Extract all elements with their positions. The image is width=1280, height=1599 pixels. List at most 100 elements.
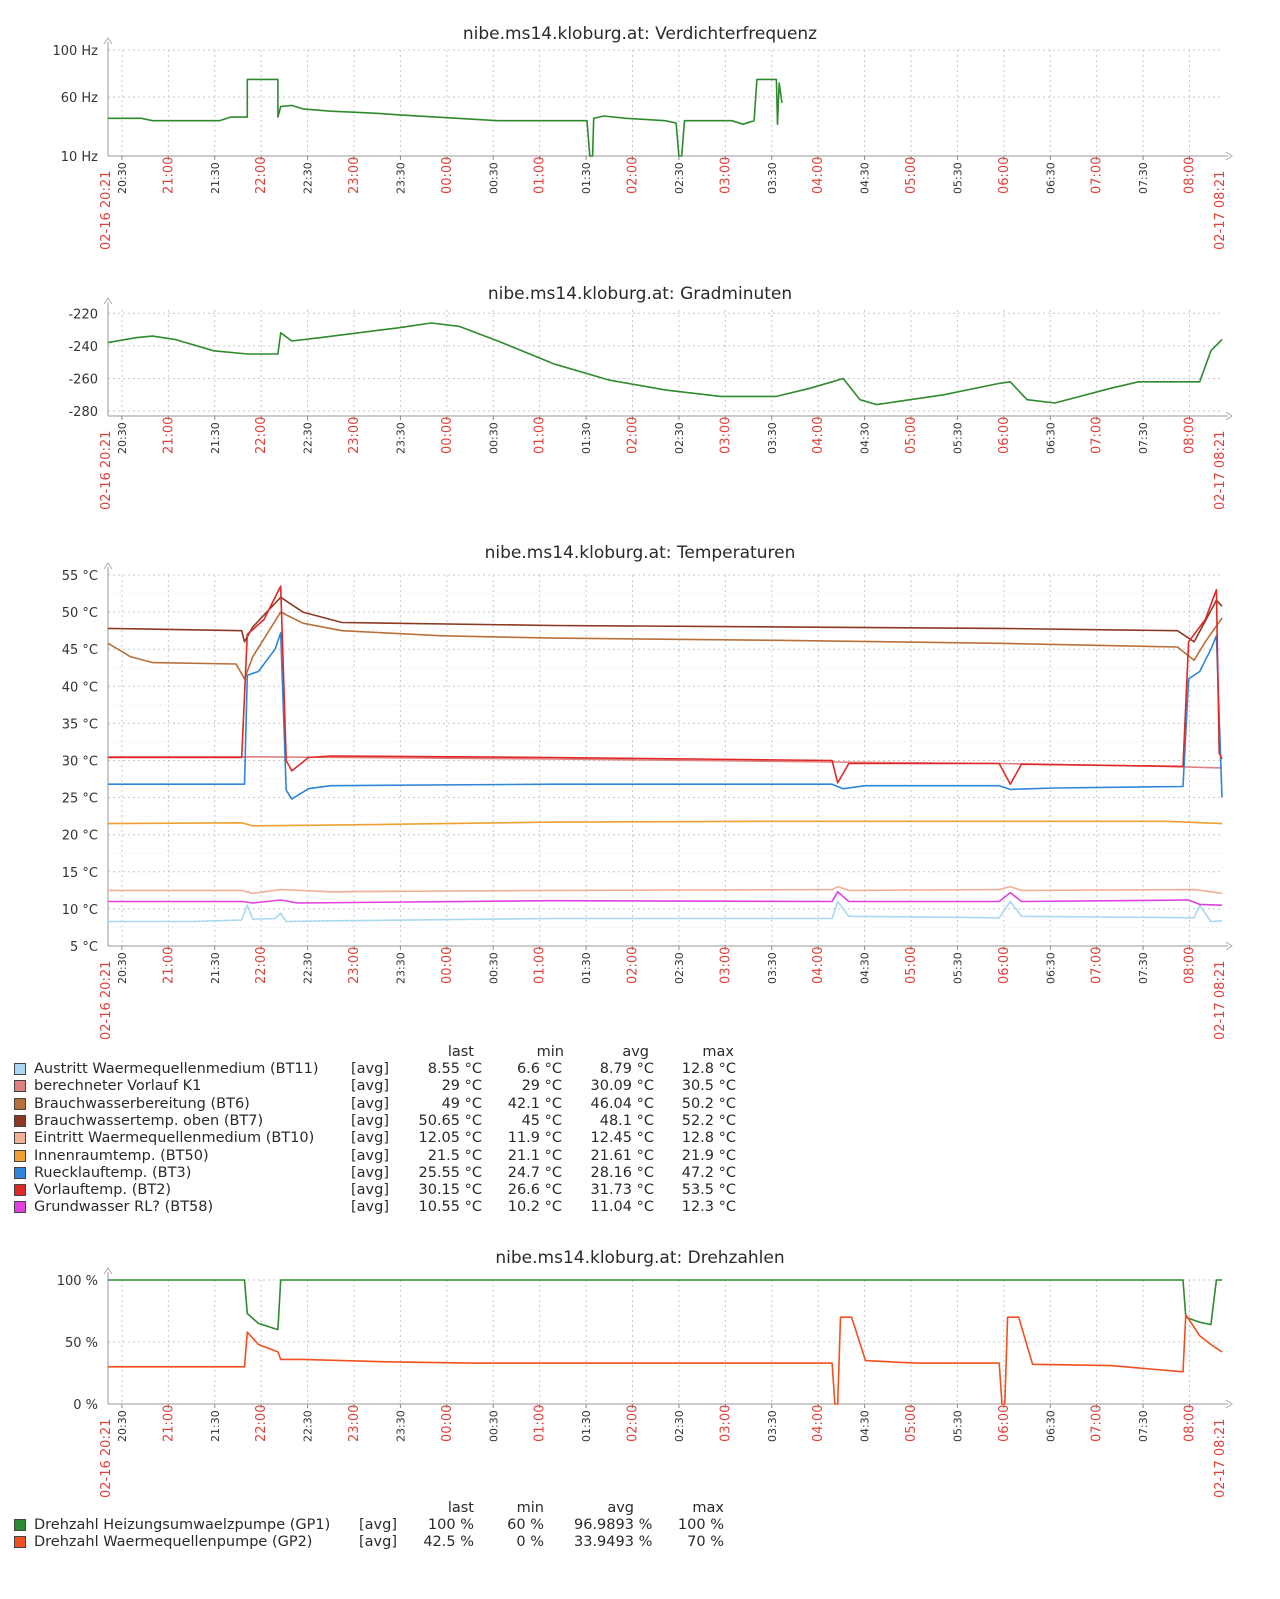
chart-verdichterfrequenz: nibe.ms14.kloburg.at: Verdichterfrequenz… xyxy=(0,0,1280,260)
legend-value-avg: 21.61 °C xyxy=(590,1147,655,1164)
chart-plot: 20:30 21:00 21:30 22:00 22:30 23:00 23:30 00:00… xyxy=(68,297,1233,510)
x-tick-label: 02:00 xyxy=(626,1405,641,1442)
x-tick-label: 05:30 xyxy=(951,1410,964,1442)
legend-temperaturen: last min avg max Austritt Waermequellenm… xyxy=(14,1044,774,1224)
legend-series-name: Innenraumtemp. (BT50) xyxy=(34,1147,209,1164)
x-tick-label: 23:00 xyxy=(347,1405,362,1442)
y-tick-label: 100 % xyxy=(57,1274,98,1289)
legend-series-name: Ruecklauftemp. (BT3) xyxy=(34,1164,192,1181)
legend-swatch xyxy=(14,1166,26,1179)
y-tick-label: 50 % xyxy=(65,1336,98,1351)
y-tick-label: 30 °C xyxy=(62,755,98,770)
x-tick-label: 20:30 xyxy=(116,952,129,984)
legend-value-last: 49 °C xyxy=(441,1095,482,1112)
legend-row: Innenraumtemp. (BT50) [avg] 21.5 °C 21.1 °C… xyxy=(14,1148,774,1165)
legend-agg: [avg] xyxy=(351,1112,389,1129)
x-tick-label: 08:00 xyxy=(1183,417,1198,454)
x-tick-label: 01:30 xyxy=(580,422,593,454)
x-tick-label: 03:00 xyxy=(718,157,733,194)
legend-value-avg: 28.16 °C xyxy=(590,1164,655,1181)
x-tick-label: 07:30 xyxy=(1137,162,1150,194)
legend-agg: [avg] xyxy=(359,1534,397,1551)
y-tick-label: -280 xyxy=(68,405,98,420)
x-tick-label: 22:00 xyxy=(254,1405,269,1442)
y-axis-arrow xyxy=(103,562,113,570)
x-tick-label: 06:00 xyxy=(997,1405,1012,1442)
x-tick-label: 07:00 xyxy=(1090,947,1105,984)
x-tick-label: 08:00 xyxy=(1183,947,1198,984)
x-tick-label: 22:30 xyxy=(302,952,315,984)
x-tick-label: 02:00 xyxy=(626,947,641,984)
legend-value-max: 52.2 °C xyxy=(681,1112,736,1129)
x-tick-label: 00:00 xyxy=(440,1405,455,1442)
y-tick-label: 100 Hz xyxy=(52,44,98,59)
legend-swatch xyxy=(14,1201,26,1214)
x-tick-label: 23:30 xyxy=(394,952,407,984)
x-tick-label: 00:30 xyxy=(487,952,500,984)
x-tick-label: 01:30 xyxy=(580,1410,593,1442)
x-tick-label: 05:00 xyxy=(904,157,919,194)
series-line xyxy=(108,885,1223,895)
x-tick-label: 22:30 xyxy=(302,1410,315,1442)
legend-value-last: 12.05 °C xyxy=(418,1130,483,1147)
x-tick-label: 04:00 xyxy=(811,157,826,194)
legend-value-min: 45 °C xyxy=(521,1112,562,1129)
y-axis-arrow xyxy=(103,37,113,45)
y-tick-label: 55 °C xyxy=(62,569,98,584)
chart-plot: 20:30 21:00 21:30 22:00 22:30 23:00 23:30 00:00… xyxy=(57,1267,1233,1498)
legend-row: Grundwasser RL? (BT58) [avg] 10.55 °C 10.2 … xyxy=(14,1199,774,1216)
x-tick-label: 01:00 xyxy=(533,947,548,984)
legend-value-min: 42.1 °C xyxy=(507,1095,562,1112)
legend-value-max: 30.5 °C xyxy=(681,1078,736,1095)
x-tick-label: 01:00 xyxy=(533,157,548,194)
y-tick-label: 15 °C xyxy=(62,866,98,881)
series-line xyxy=(108,632,1223,800)
x-start-label: 02-16 20:21 xyxy=(99,1419,114,1498)
x-tick-label: 05:30 xyxy=(951,952,964,984)
x-tick-label: 03:30 xyxy=(766,162,779,194)
legend-value-min: 6.6 °C xyxy=(516,1061,562,1077)
x-start-label: 02-16 20:21 xyxy=(99,431,114,510)
y-tick-label: 45 °C xyxy=(62,643,98,658)
legend-value-min: 24.7 °C xyxy=(507,1164,562,1181)
y-axis-arrow xyxy=(103,1267,113,1275)
legend-value-avg: 48.1 °C xyxy=(599,1112,654,1129)
legend-value-max: 53.5 °C xyxy=(681,1182,736,1199)
chart-plot: 20:30 21:00 21:30 22:00 22:30 23:00 23:30 00:00… xyxy=(52,37,1233,250)
x-tick-label: 23:30 xyxy=(394,162,407,194)
legend-swatch xyxy=(14,1063,26,1075)
x-tick-label: 05:30 xyxy=(951,422,964,454)
x-tick-label: 03:30 xyxy=(766,422,779,454)
legend-value-avg: 12.45 °C xyxy=(590,1130,655,1147)
x-tick-label: 06:00 xyxy=(997,417,1012,454)
x-tick-label: 20:30 xyxy=(116,162,129,194)
legend-series-name: Austritt Waermequellenmedium (BT11) xyxy=(34,1061,319,1077)
x-tick-label: 04:00 xyxy=(811,947,826,984)
y-tick-label: -240 xyxy=(68,340,98,355)
x-tick-label: 04:00 xyxy=(811,1405,826,1442)
x-tick-label: 06:00 xyxy=(997,157,1012,194)
chart-drehzahlen: nibe.ms14.kloburg.at: Drehzahlen 20:30 21… xyxy=(57,1248,1233,1498)
x-tick-label: 22:30 xyxy=(302,162,315,194)
legend-agg: [avg] xyxy=(351,1130,389,1147)
x-tick-label: 00:30 xyxy=(487,162,500,194)
legend-swatch xyxy=(14,1132,26,1145)
legend-value-min: 26.6 °C xyxy=(507,1182,562,1199)
legend-value-avg: 31.73 °C xyxy=(590,1182,655,1199)
legend-value-max: 12.3 °C xyxy=(681,1199,736,1216)
legend-value-last: 29 °C xyxy=(441,1078,482,1095)
x-end-label: 02-17 08:21 xyxy=(1213,1419,1228,1498)
x-tick-label: 23:00 xyxy=(347,947,362,984)
x-tick-label: 05:00 xyxy=(904,417,919,454)
legend-agg: [avg] xyxy=(351,1078,389,1095)
legend-value-last: 8.55 °C xyxy=(427,1061,482,1077)
x-tick-label: 01:00 xyxy=(533,1405,548,1442)
legend-row: Eintritt Waermequellenmedium (BT10) [avg]… xyxy=(14,1130,774,1147)
legend-value-min: 11.9 °C xyxy=(507,1130,562,1147)
x-tick-label: 04:30 xyxy=(859,422,872,454)
series-line xyxy=(108,891,1223,906)
x-tick-label: 05:00 xyxy=(904,947,919,984)
legend-header-min: min xyxy=(536,1044,564,1060)
y-axis-arrow xyxy=(103,297,113,305)
x-tick-label: 23:30 xyxy=(394,422,407,454)
